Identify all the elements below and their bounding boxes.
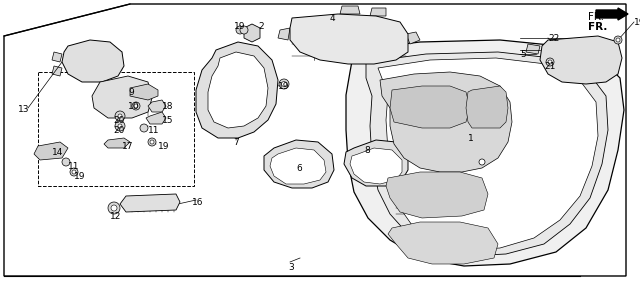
Circle shape xyxy=(279,79,289,89)
Polygon shape xyxy=(196,42,278,138)
Text: 17: 17 xyxy=(122,142,134,151)
Polygon shape xyxy=(406,32,420,44)
Circle shape xyxy=(132,102,140,110)
Text: 18: 18 xyxy=(162,102,173,111)
Polygon shape xyxy=(540,36,622,84)
Circle shape xyxy=(148,138,156,146)
Polygon shape xyxy=(340,6,360,14)
Polygon shape xyxy=(244,24,260,42)
Text: 19: 19 xyxy=(278,82,289,91)
Polygon shape xyxy=(52,52,62,62)
Polygon shape xyxy=(344,140,408,186)
Text: 13: 13 xyxy=(18,105,29,114)
Circle shape xyxy=(72,170,76,174)
Polygon shape xyxy=(52,66,62,76)
Text: 16: 16 xyxy=(192,198,204,207)
Polygon shape xyxy=(62,40,124,82)
Polygon shape xyxy=(264,140,334,188)
Polygon shape xyxy=(120,194,180,212)
Text: 15: 15 xyxy=(162,116,173,125)
Circle shape xyxy=(479,159,485,165)
Text: 19: 19 xyxy=(234,22,246,31)
Text: FR.: FR. xyxy=(588,22,607,32)
Text: 9: 9 xyxy=(128,88,134,97)
Text: 2: 2 xyxy=(258,22,264,31)
Circle shape xyxy=(236,26,244,34)
Polygon shape xyxy=(290,14,408,64)
Text: 22: 22 xyxy=(548,34,559,43)
Polygon shape xyxy=(208,52,268,128)
Polygon shape xyxy=(130,84,158,100)
Circle shape xyxy=(111,205,117,211)
Text: 20: 20 xyxy=(113,126,124,135)
Polygon shape xyxy=(104,138,130,148)
Text: 10: 10 xyxy=(128,102,140,111)
Circle shape xyxy=(546,58,554,66)
Polygon shape xyxy=(386,172,488,218)
Text: 12: 12 xyxy=(110,212,122,221)
FancyArrow shape xyxy=(596,8,628,20)
Polygon shape xyxy=(92,76,152,118)
Polygon shape xyxy=(148,100,166,112)
Circle shape xyxy=(240,26,248,34)
Polygon shape xyxy=(388,222,498,264)
Circle shape xyxy=(115,121,125,131)
Circle shape xyxy=(150,140,154,144)
Polygon shape xyxy=(366,52,608,256)
Text: 14: 14 xyxy=(52,148,63,157)
Polygon shape xyxy=(270,148,326,184)
Text: 8: 8 xyxy=(364,146,370,155)
Text: 3: 3 xyxy=(288,263,294,272)
Text: 19: 19 xyxy=(74,172,86,181)
Circle shape xyxy=(282,82,287,87)
Circle shape xyxy=(118,114,122,118)
Circle shape xyxy=(134,104,138,108)
Circle shape xyxy=(108,202,120,214)
Polygon shape xyxy=(378,58,598,250)
Circle shape xyxy=(118,124,122,128)
Circle shape xyxy=(62,158,70,166)
Text: 19: 19 xyxy=(634,18,640,27)
Text: 21: 21 xyxy=(544,62,556,71)
Polygon shape xyxy=(380,72,512,172)
Polygon shape xyxy=(526,60,540,70)
Circle shape xyxy=(616,38,620,42)
Polygon shape xyxy=(526,44,540,54)
Circle shape xyxy=(614,36,622,44)
Circle shape xyxy=(70,168,78,176)
Circle shape xyxy=(548,60,552,64)
Text: 4: 4 xyxy=(330,14,335,23)
Polygon shape xyxy=(34,142,68,160)
Text: 5: 5 xyxy=(520,50,525,59)
Polygon shape xyxy=(390,86,470,128)
Text: 7: 7 xyxy=(233,138,239,147)
Polygon shape xyxy=(146,112,166,124)
Text: 19: 19 xyxy=(158,142,170,151)
Text: 6: 6 xyxy=(296,164,301,173)
Circle shape xyxy=(140,124,148,132)
Text: FR.: FR. xyxy=(588,12,604,22)
Polygon shape xyxy=(466,86,508,128)
Circle shape xyxy=(115,111,125,121)
Polygon shape xyxy=(350,148,402,184)
Polygon shape xyxy=(278,28,290,40)
Polygon shape xyxy=(370,8,386,16)
Text: 11: 11 xyxy=(68,162,79,171)
Text: 1: 1 xyxy=(468,134,474,143)
Text: 11: 11 xyxy=(148,126,159,135)
Polygon shape xyxy=(346,40,624,266)
Text: 20: 20 xyxy=(113,116,124,125)
